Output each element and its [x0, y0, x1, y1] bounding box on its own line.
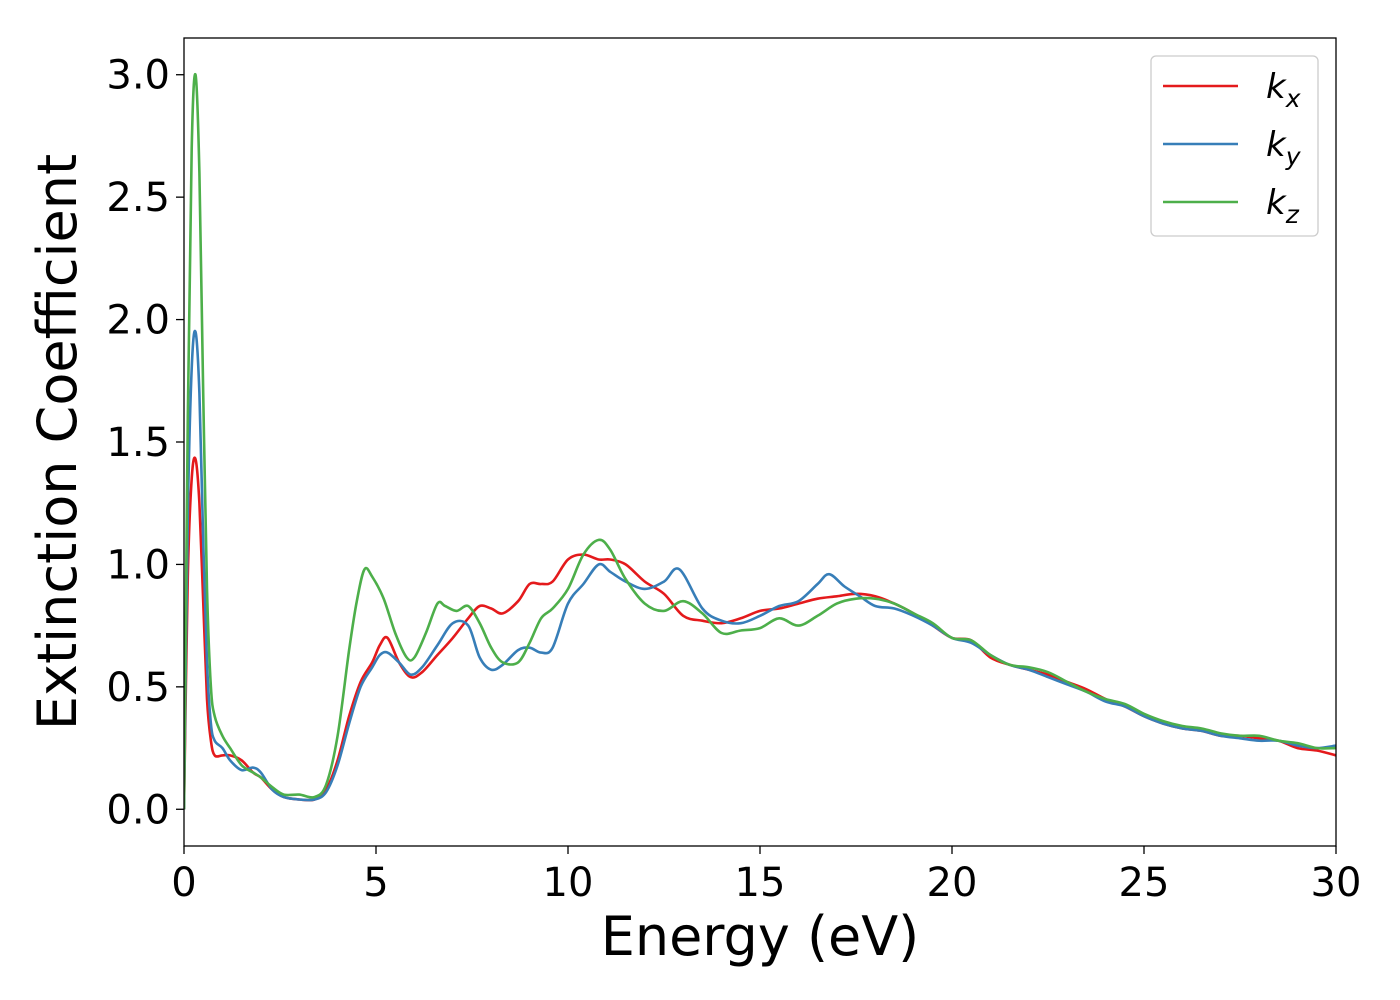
y-tick-label: 1.5: [106, 420, 170, 466]
y-tick-label: 0.5: [106, 665, 170, 711]
x-axis-ticks: 0 5 10 15 20 25 30: [171, 846, 1361, 906]
series-line-kx: [184, 456, 1336, 810]
y-tick-label: 2.5: [106, 175, 170, 221]
x-tick-label: 5: [363, 860, 388, 906]
y-axis-ticks: 0.0 0.5 1.0 1.5 2.0 2.5 3.0: [106, 53, 184, 833]
legend-box: [1150, 55, 1319, 237]
legend-label-kz: kz: [1266, 183, 1300, 229]
series-layer: [184, 72, 1336, 810]
y-tick-label: 1.0: [106, 542, 170, 588]
x-tick-label: 30: [1311, 860, 1362, 906]
y-axis-title: Extinction Coefficient: [26, 154, 89, 730]
series-line-ky: [184, 329, 1336, 810]
x-tick-label: 0: [171, 860, 196, 906]
y-tick-label: 0.0: [106, 787, 170, 833]
x-tick-label: 10: [543, 860, 594, 906]
x-axis-title: Energy (eV): [601, 905, 920, 968]
x-tick-label: 15: [735, 860, 786, 906]
y-tick-label: 3.0: [106, 53, 170, 99]
x-tick-label: 25: [1119, 860, 1170, 906]
series-line-kz: [184, 72, 1336, 810]
y-tick-label: 2.0: [106, 298, 170, 344]
x-tick-label: 20: [927, 860, 978, 906]
